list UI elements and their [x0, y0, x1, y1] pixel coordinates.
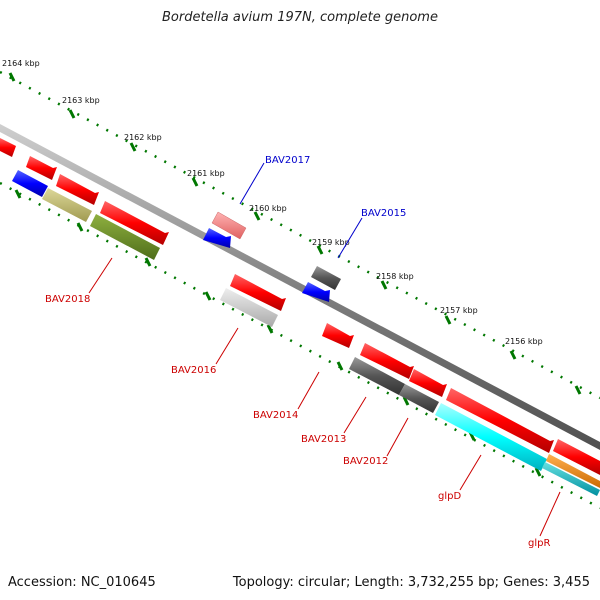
label-bav2012: BAV2012: [343, 456, 388, 467]
map-title: Bordetella avium 197N, complete genome: [162, 10, 438, 25]
ruler-label: 2161 kbp: [187, 169, 225, 178]
label-bav2018: BAV2018: [45, 294, 90, 305]
ruler-labels: 2164 kbp 2163 kbp 2162 kbp 2161 kbp 2160…: [2, 59, 543, 346]
feature-bav2016-cog[interactable]: [220, 288, 278, 327]
feature-blue-cds-left[interactable]: [12, 170, 48, 197]
label-bav2017: BAV2017: [265, 155, 310, 166]
ruler-label: 2159 kbp: [312, 238, 350, 247]
ruler-label: 2162 kbp: [124, 133, 162, 142]
feature-gray-cog-a[interactable]: [349, 357, 405, 395]
accession-text: Accession: NC_010645: [8, 575, 156, 590]
outer-ruler: [0, 70, 600, 400]
feature-glpr-orange[interactable]: [546, 454, 600, 488]
feature-khaki-cog[interactable]: [42, 188, 92, 222]
ruler-label: 2160 kbp: [249, 204, 287, 213]
genome-stats-text: Topology: circular; Length: 3,732,255 bp…: [232, 575, 590, 590]
feature-bav2015-cog[interactable]: [311, 266, 341, 290]
feature-bav2017[interactable]: [203, 228, 231, 248]
ruler-label: 2156 kbp: [505, 337, 543, 346]
feature-left-edge-red[interactable]: [0, 138, 16, 157]
inner-ruler: [0, 181, 600, 510]
feature-gray-cog-b[interactable]: [399, 384, 439, 413]
label-glpr: glpR: [528, 538, 550, 549]
feature-red-cds-f[interactable]: [360, 343, 414, 379]
feature-olive-cog[interactable]: [90, 214, 160, 260]
ruler-label: 2157 kbp: [440, 306, 478, 315]
genome-backbone: [0, 124, 600, 450]
feature-red-cds-d[interactable]: [230, 274, 286, 311]
feature-red-cds-g[interactable]: [409, 369, 447, 397]
label-glpd: glpD: [438, 491, 461, 502]
ruler-label: 2163 kbp: [62, 96, 100, 105]
feature-red-cds-h[interactable]: [446, 388, 554, 453]
label-bav2014: BAV2014: [253, 410, 298, 421]
label-bav2015: BAV2015: [361, 208, 406, 219]
feature-glpr-teal[interactable]: [542, 462, 600, 496]
feature-bav2015[interactable]: [302, 282, 330, 302]
feature-glpd-cog[interactable]: [435, 403, 547, 471]
label-bav2016: BAV2016: [171, 365, 216, 376]
feature-red-cds-c[interactable]: [100, 201, 169, 245]
feature-red-cds-b[interactable]: [56, 174, 99, 205]
ruler-major-ticks: [8, 72, 582, 477]
ruler-label: 2158 kbp: [376, 272, 414, 281]
gene-labels: BAV2017 BAV2015 BAV2018 BAV2016 BAV2014 …: [45, 155, 550, 549]
feature-red-cds-e[interactable]: [322, 323, 354, 348]
feature-red-cds-i[interactable]: [553, 439, 600, 475]
feature-bav2017-cog[interactable]: [211, 211, 247, 240]
ruler-label: 2164 kbp: [2, 59, 40, 68]
feature-red-cds-a[interactable]: [26, 156, 57, 180]
leader-lines: [88, 162, 561, 537]
label-bav2013: BAV2013: [301, 434, 346, 445]
